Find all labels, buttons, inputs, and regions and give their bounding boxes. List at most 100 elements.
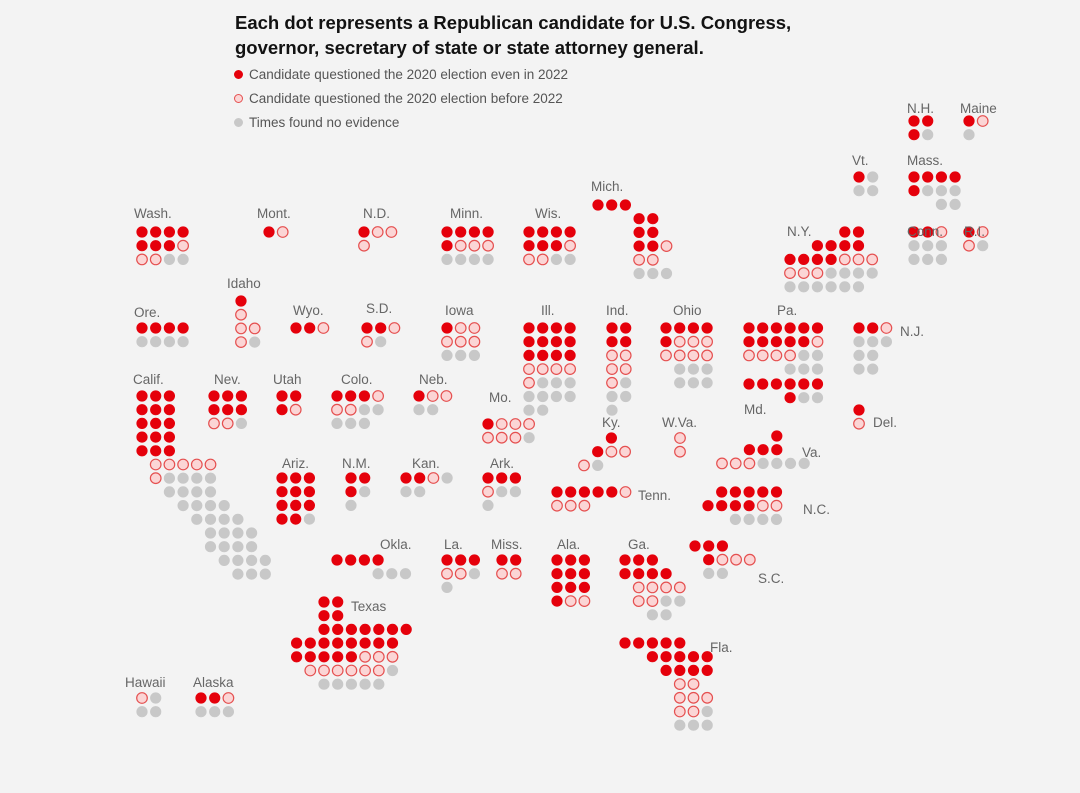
dot-none [150, 692, 162, 704]
dot-hollow [578, 459, 590, 472]
state-label-n-j: N.J. [900, 324, 925, 339]
dot-full [332, 637, 344, 649]
dot-full [150, 445, 162, 457]
dot-none [537, 390, 549, 403]
dot-full [619, 199, 632, 211]
dot-none [509, 486, 522, 498]
dot-none [743, 513, 755, 526]
dot-none [922, 185, 934, 197]
dot-full [703, 554, 715, 566]
state-dots-ind [606, 322, 632, 416]
dot-full [345, 486, 357, 498]
dot-full [373, 637, 385, 649]
dot-full [757, 444, 769, 456]
dot-hollow [564, 239, 576, 252]
dot-full [578, 554, 591, 566]
dot-none [935, 185, 948, 197]
dot-hollow [235, 308, 247, 321]
dot-hollow [701, 691, 714, 704]
dot-full [564, 349, 576, 362]
dot-full [606, 199, 618, 211]
dot-full [468, 226, 481, 238]
dot-full [222, 390, 234, 402]
dot-full [565, 581, 577, 594]
dot-full [592, 199, 604, 211]
dot-none [592, 459, 604, 472]
dot-none [232, 568, 244, 580]
state-dots-s-d [361, 322, 401, 348]
dot-full [345, 651, 358, 663]
dot-hollow [372, 664, 385, 677]
dot-none [441, 253, 453, 265]
dot-full [716, 486, 728, 498]
dot-full [150, 240, 162, 252]
dot-full [263, 226, 275, 238]
dot-hollow [673, 678, 686, 690]
dot-none [606, 390, 618, 403]
dot-full [332, 623, 344, 636]
dot-full [318, 637, 330, 649]
dot-full [414, 472, 426, 484]
dot-full [482, 472, 494, 484]
dot-none [798, 392, 810, 404]
dot-hollow [386, 650, 399, 663]
dot-none [935, 198, 948, 210]
dot-none [191, 513, 203, 525]
dot-none [259, 568, 271, 580]
dot-hollow [345, 664, 358, 677]
dot-full [852, 226, 865, 238]
dot-hollow [222, 692, 235, 704]
dot-full [332, 651, 344, 663]
dot-full [136, 431, 148, 443]
dot-none [647, 267, 659, 280]
dot-hollow [729, 457, 742, 470]
dot-hollow [509, 431, 522, 444]
dot-hollow [756, 349, 769, 362]
state-dots-neb [413, 390, 453, 416]
dot-full [375, 322, 387, 334]
dot-none [867, 349, 879, 362]
state-dots-okla [331, 554, 412, 580]
dot-none [620, 390, 632, 403]
dot-none [867, 363, 879, 375]
dot-none [550, 377, 563, 389]
dot-none [204, 500, 217, 512]
state-dots-conn [908, 226, 948, 265]
dot-full [687, 651, 700, 663]
dot-hollow [177, 458, 190, 471]
dot-full [304, 651, 316, 663]
state-label-s-c: S.C. [758, 571, 785, 586]
dot-full [291, 637, 303, 649]
dot-hollow [687, 678, 700, 690]
dot-full [771, 444, 783, 456]
dot-hollow [605, 445, 618, 458]
state-label-wyo: Wyo. [293, 303, 324, 318]
dot-none [163, 486, 175, 498]
dot-hollow [304, 664, 317, 677]
dot-full [811, 322, 824, 334]
dot-none [375, 336, 387, 348]
dot-hollow [811, 335, 824, 348]
dot-none [687, 719, 700, 731]
dot-full [441, 240, 453, 252]
dot-full [606, 486, 618, 498]
state-dots-mass [908, 171, 961, 210]
dot-full [276, 499, 288, 512]
dot-none [633, 267, 645, 280]
dot-full [606, 336, 618, 348]
dot-full [798, 253, 810, 265]
dot-full [509, 472, 522, 484]
state-dots-ore [136, 322, 189, 348]
state-dots-n-h [908, 115, 934, 141]
dot-full [743, 444, 756, 456]
dot-hollow [454, 239, 467, 252]
dot-none [204, 541, 217, 553]
dot-full [482, 226, 494, 238]
dot-full [716, 500, 728, 512]
state-label-utah: Utah [273, 372, 302, 387]
dot-none [523, 390, 535, 403]
dot-none [771, 457, 783, 470]
dot-full [620, 322, 632, 334]
dot-hollow [673, 335, 686, 348]
state-dots-mont [263, 226, 289, 238]
